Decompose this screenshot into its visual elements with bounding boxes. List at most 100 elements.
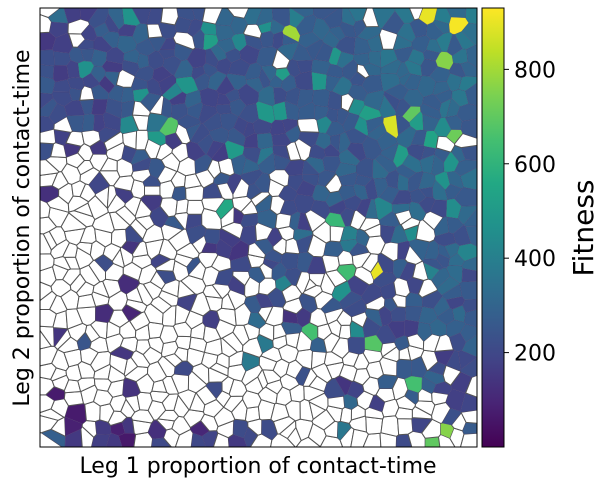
colorbar-label: Fitness bbox=[567, 180, 600, 277]
fitness-cell bbox=[347, 8, 368, 22]
fitness-cell bbox=[456, 243, 477, 262]
fitness-cell bbox=[366, 34, 384, 53]
fitness-cell bbox=[327, 90, 342, 110]
empty-cell bbox=[310, 350, 327, 370]
fitness-cell bbox=[259, 30, 275, 48]
fitness-cell bbox=[263, 258, 280, 270]
fitness-cell bbox=[343, 393, 359, 410]
fitness-cell bbox=[91, 433, 111, 447]
fitness-cell bbox=[325, 74, 342, 92]
fitness-cell bbox=[152, 66, 173, 83]
fitness-cell bbox=[396, 359, 413, 380]
fitness-cell bbox=[432, 179, 448, 201]
fitness-cell bbox=[196, 133, 214, 155]
fitness-cell bbox=[465, 82, 477, 107]
fitness-cell bbox=[257, 85, 276, 107]
fitness-cell bbox=[391, 190, 412, 205]
fitness-cell bbox=[448, 16, 470, 35]
x-axis-label: Leg 1 proportion of contact-time bbox=[79, 454, 436, 479]
empty-cell bbox=[329, 225, 345, 243]
fitness-cell bbox=[403, 73, 422, 91]
empty-cell bbox=[297, 117, 320, 133]
fitness-cell bbox=[419, 154, 435, 175]
empty-cell bbox=[232, 270, 251, 287]
empty-cell bbox=[404, 244, 424, 265]
fitness-cell bbox=[408, 201, 427, 221]
fitness-cell bbox=[446, 8, 467, 18]
fitness-cell bbox=[81, 113, 95, 132]
fitness-cell bbox=[420, 102, 442, 120]
fitness-cell bbox=[458, 75, 477, 92]
empty-cell bbox=[274, 212, 292, 230]
y-axis-label: Leg 2 proportion of contact-time bbox=[10, 49, 35, 406]
empty-cell bbox=[226, 8, 250, 19]
fitness-cell bbox=[459, 280, 477, 301]
empty-cell bbox=[60, 212, 88, 233]
fitness-cell bbox=[255, 8, 274, 26]
fitness-cell bbox=[465, 225, 477, 247]
colorbar-tick-label: 800 bbox=[514, 58, 556, 83]
colorbar-tick-label: 400 bbox=[514, 247, 556, 272]
empty-cell bbox=[40, 432, 64, 447]
fitness-cell bbox=[459, 323, 477, 343]
fitness-cell bbox=[186, 101, 204, 120]
fitness-cell bbox=[295, 366, 311, 386]
empty-cell bbox=[186, 199, 205, 215]
empty-cell bbox=[460, 432, 477, 447]
fitness-cell bbox=[66, 60, 80, 79]
empty-cell bbox=[400, 216, 421, 231]
empty-cell bbox=[361, 253, 379, 273]
empty-cell bbox=[351, 311, 368, 329]
fitness-cell bbox=[209, 126, 230, 144]
empty-cell bbox=[308, 392, 329, 411]
empty-cell bbox=[159, 197, 178, 218]
empty-cell bbox=[144, 185, 161, 196]
fitness-cell bbox=[285, 124, 301, 143]
fitness-cell bbox=[205, 48, 219, 68]
fitness-cell bbox=[397, 173, 409, 191]
fitness-cell bbox=[312, 89, 331, 108]
fitness-cell bbox=[437, 243, 451, 260]
fitness-cell bbox=[463, 308, 477, 328]
fitness-cell bbox=[88, 171, 111, 195]
fitness-cell bbox=[465, 8, 477, 25]
empty-cell bbox=[109, 353, 128, 376]
fitness-cell bbox=[454, 159, 477, 177]
colorbar-gradient bbox=[481, 7, 505, 448]
fitness-cell bbox=[93, 22, 110, 37]
fitness-cell bbox=[227, 58, 251, 77]
fitness-cell bbox=[305, 39, 324, 61]
fitness-cell bbox=[460, 61, 477, 77]
fitness-cell bbox=[79, 8, 99, 22]
fitness-cell bbox=[393, 46, 414, 63]
empty-cell bbox=[201, 8, 223, 25]
fitness-cell bbox=[433, 232, 457, 247]
empty-cell bbox=[449, 427, 465, 447]
empty-cell bbox=[339, 406, 353, 424]
fitness-cell bbox=[199, 87, 220, 108]
fitness-cell bbox=[460, 118, 477, 139]
empty-cell bbox=[380, 415, 400, 437]
fitness-cell bbox=[325, 108, 339, 123]
fitness-cell bbox=[40, 32, 57, 51]
fitness-cell bbox=[355, 174, 373, 187]
fitness-cell bbox=[396, 61, 410, 79]
empty-cell bbox=[460, 409, 477, 424]
fitness-cell bbox=[147, 77, 163, 96]
fitness-cell bbox=[443, 151, 460, 173]
fitness-cell bbox=[403, 319, 419, 338]
empty-cell bbox=[408, 8, 424, 21]
empty-cell bbox=[378, 28, 398, 50]
empty-cell bbox=[135, 129, 149, 151]
fitness-cell bbox=[379, 142, 399, 162]
colorbar-tick-label: 600 bbox=[514, 153, 556, 178]
empty-cell bbox=[176, 156, 197, 177]
fitness-cell bbox=[215, 103, 232, 115]
colorbar-ticks: 200 400 600 800 bbox=[504, 58, 556, 367]
empty-cell bbox=[160, 8, 179, 26]
fitness-cell bbox=[104, 71, 120, 87]
fitness-cell bbox=[245, 77, 264, 93]
empty-cell bbox=[244, 406, 261, 423]
fitness-cell bbox=[372, 8, 396, 30]
empty-cell bbox=[356, 63, 371, 79]
